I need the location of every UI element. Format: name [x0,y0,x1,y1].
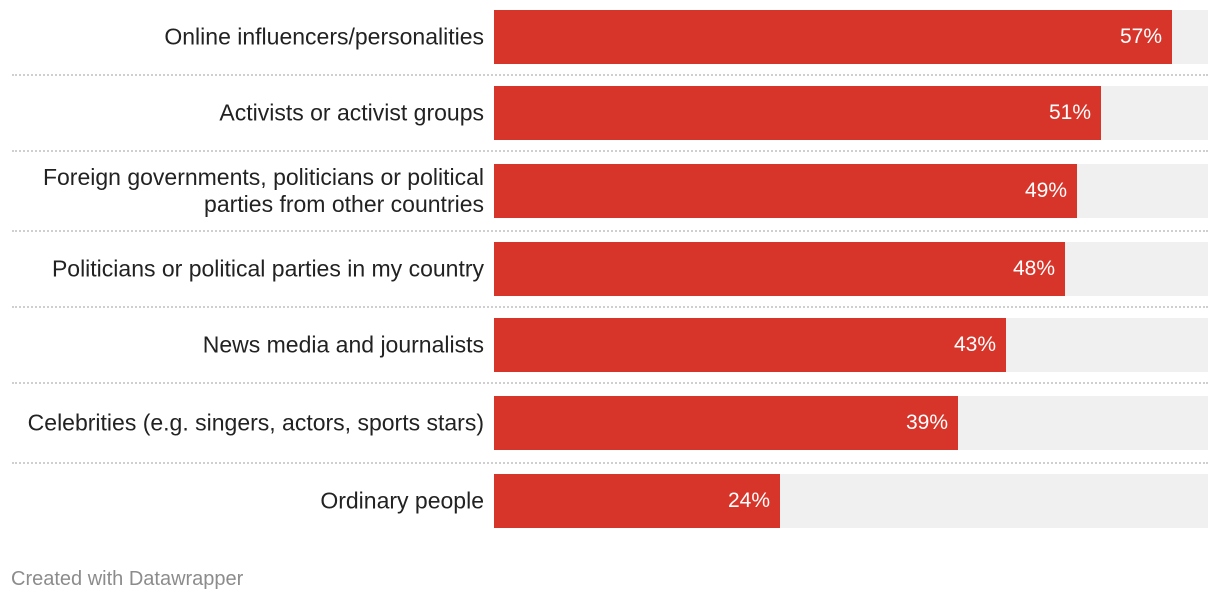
bar-track: 49% [494,164,1208,218]
bar: 39% [494,396,958,450]
category-label: Online influencers/personalities [164,23,484,50]
bar: 24% [494,474,780,528]
value-label: 24% [727,489,770,512]
value-label: 51% [1048,101,1091,124]
value-label: 48% [1012,257,1055,280]
category-label: Celebrities (e.g. singers, actors, sport… [27,409,484,436]
value-label: 39% [905,411,948,434]
bar-chart: Online influencers/personalities 57% Activ… [12,10,1208,528]
credit-text[interactable]: Created with Datawrapper [11,568,244,590]
bar-row: Politicians or political parties in my c… [12,242,1208,296]
category-label: News media and journalists [202,331,484,358]
bar-track: 48% [494,242,1208,296]
value-label: 49% [1024,179,1067,202]
bar-track: 24% [494,474,1208,528]
row-separator [12,150,1208,152]
bar-row: Celebrities (e.g. singers, actors, sport… [12,396,1208,450]
bar-track: 43% [494,318,1208,372]
category-label: Ordinary people [320,487,484,514]
bar: 51% [494,86,1101,140]
value-label: 43% [953,333,996,356]
category-label: Foreign governments, politicians or poli… [42,164,484,217]
bar: 49% [494,164,1077,218]
bar-row: Ordinary people 24% [12,474,1208,528]
bar-row: Activists or activist groups 51% [12,86,1208,140]
bar: 43% [494,318,1006,372]
bar-track: 51% [494,86,1208,140]
value-label: 57% [1119,25,1162,48]
row-separator [12,462,1208,464]
row-separator [12,306,1208,308]
bar: 48% [494,242,1065,296]
bar-row: News media and journalists 43% [12,318,1208,372]
category-label: Activists or activist groups [219,99,484,126]
bar-row: Foreign governments, politicians or poli… [12,164,1208,218]
row-separator [12,230,1208,232]
bar-row: Online influencers/personalities 57% [12,10,1208,64]
bar-track: 39% [494,396,1208,450]
bar-track: 57% [494,10,1208,64]
bar: 57% [494,10,1172,64]
category-label: Politicians or political parties in my c… [51,255,484,282]
row-separator [12,74,1208,76]
row-separator [12,382,1208,384]
